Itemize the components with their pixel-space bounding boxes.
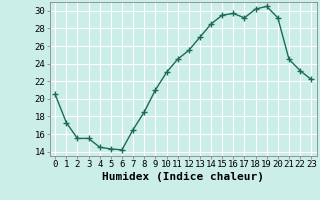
X-axis label: Humidex (Indice chaleur): Humidex (Indice chaleur) <box>102 172 264 182</box>
